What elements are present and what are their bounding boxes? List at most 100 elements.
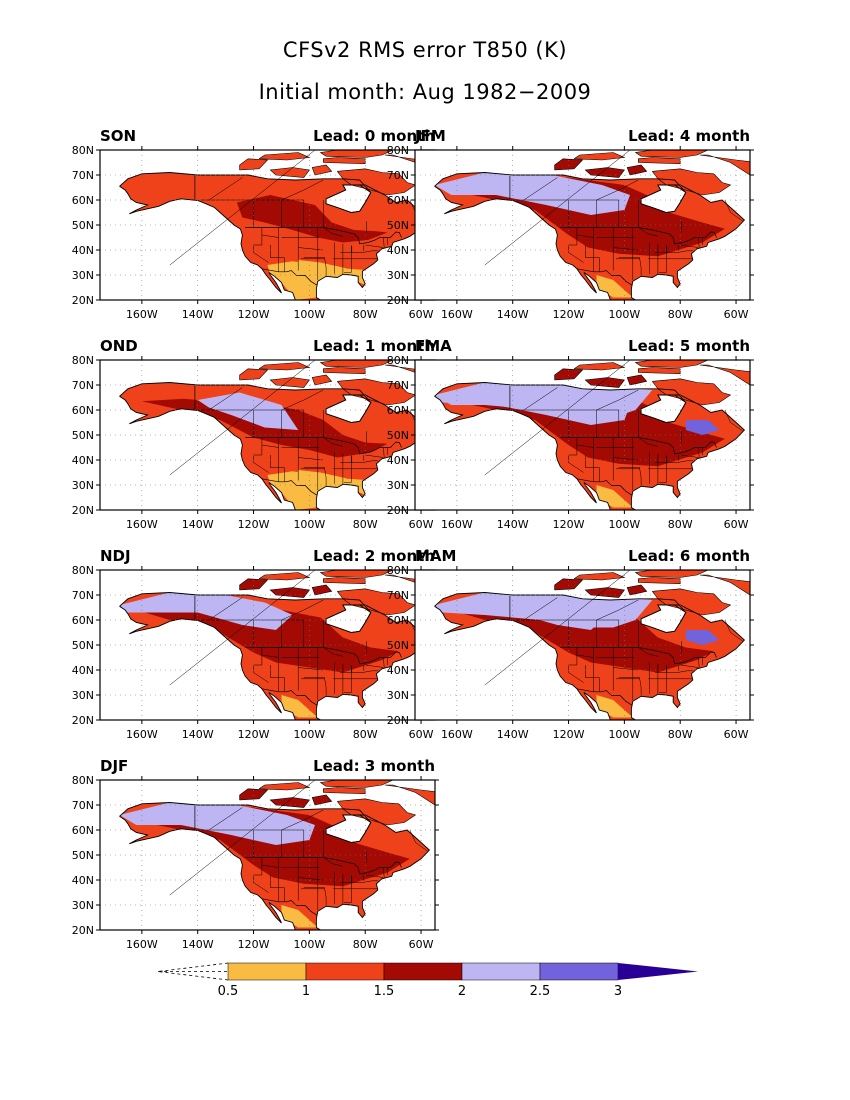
colorbar-swatch <box>305 962 385 981</box>
lat-label: 30N <box>72 479 94 492</box>
lead-label: Lead: 3 month <box>313 757 435 775</box>
colorbar-label: 1 <box>302 984 310 999</box>
province-boundary <box>523 387 558 411</box>
colorbar-label: 0.5 <box>218 984 239 999</box>
lead-label: Lead: 0 month <box>313 127 435 145</box>
lat-label: 20N <box>72 504 94 517</box>
lon-label: 160W <box>126 518 158 531</box>
province-boundary <box>596 389 639 411</box>
island-outline <box>319 780 394 788</box>
state-boundary <box>613 457 638 461</box>
figure-subtitle: Initial month: Aug 1982−2009 <box>258 80 592 104</box>
island-outline <box>258 782 311 791</box>
arctic-island <box>337 378 416 405</box>
lon-label: 120W <box>238 518 270 531</box>
lat-label: 60N <box>72 404 94 417</box>
lat-label: 60N <box>72 614 94 627</box>
arctic-island <box>312 375 332 385</box>
state-boundary <box>613 247 638 251</box>
state-boundary <box>646 233 658 237</box>
island-outline <box>634 570 709 578</box>
colorbar-swatch <box>539 962 619 981</box>
us-canada-border <box>560 437 717 455</box>
state-boundary <box>383 447 385 458</box>
arctic-island <box>635 570 709 578</box>
arctic-island <box>574 572 625 580</box>
lat-label: 20N <box>387 714 409 727</box>
lon-label: 140W <box>182 938 214 951</box>
arctic-island <box>323 157 366 164</box>
hudson-bay <box>326 395 371 423</box>
lon-label: 100W <box>608 728 640 741</box>
map-panel-ndj: NDJ Lead: 2 month 80N 70N 60N 50N 40N 30N 20N 160… <box>65 547 439 742</box>
season-label: JFM <box>414 127 446 145</box>
arctic-island <box>259 152 310 160</box>
lead-label: Lead: 6 month <box>628 547 750 565</box>
lon-label: 160W <box>126 938 158 951</box>
error-field-2.5-3 <box>685 630 720 645</box>
arctic-island <box>638 157 681 164</box>
arctic-island <box>320 570 394 578</box>
colorbar: 0.5 1 1.5 2 2.5 3 <box>150 955 710 1009</box>
lat-label: 30N <box>72 689 94 702</box>
colorbar-label: 2 <box>458 984 466 999</box>
island-outline <box>554 578 584 591</box>
province-boundary <box>281 179 324 201</box>
state-boundary <box>261 234 279 238</box>
province-boundary <box>724 199 744 222</box>
lat-label: 80N <box>72 564 94 577</box>
us-canada-border <box>245 647 402 665</box>
state-boundary <box>585 455 600 482</box>
us-mexico-border <box>576 268 633 286</box>
colorbar-swatch <box>461 962 541 981</box>
lat-label: 70N <box>387 169 409 182</box>
state-boundary <box>298 877 323 881</box>
island-outline <box>699 574 750 596</box>
hudson-coast <box>325 184 372 213</box>
island-outline <box>584 587 625 598</box>
lat-label: 70N <box>72 169 94 182</box>
arctic-island <box>627 375 647 385</box>
island-outline <box>258 362 311 371</box>
province-boundary <box>281 389 324 411</box>
state-boundary <box>576 234 594 238</box>
lon-label: 100W <box>608 308 640 321</box>
state-boundary <box>324 857 332 864</box>
map-plot: 80N 70N 60N 50N 40N 30N 20N 160W 140W 120W 100W 80W… <box>387 144 754 321</box>
state-boundary <box>324 257 327 276</box>
state-boundary <box>324 647 332 654</box>
state-boundary <box>340 880 378 883</box>
lat-label: 50N <box>72 849 94 862</box>
lat-label: 70N <box>387 379 409 392</box>
state-boundary <box>680 664 699 668</box>
island-outline <box>239 158 269 171</box>
colorbar-swatch <box>227 962 307 981</box>
island-outline <box>269 377 310 388</box>
state-boundary <box>639 437 647 444</box>
state-boundary <box>383 867 385 878</box>
us-canada-border <box>245 437 402 455</box>
state-boundary <box>324 677 327 696</box>
arctic-island <box>652 588 731 615</box>
state-boundary <box>270 245 285 272</box>
island-outline <box>239 788 269 801</box>
state-boundary <box>331 863 343 867</box>
hudson-bay <box>326 605 371 633</box>
colorbar-label: 3 <box>614 984 622 999</box>
map-panel-svg: OND Lead: 1 month80N70N60N50N40N30N20N160… <box>72 337 439 531</box>
map-panel-svg: DJF Lead: 3 month 80N 70N 60N 50N 40N 30N 20N 160… <box>72 757 439 951</box>
lon-label: 120W <box>238 728 270 741</box>
map-plot: 80N 70N 60N 50N 40N 30N 20N 160W 140W 120W 100W 80W… <box>387 564 754 741</box>
state-boundary <box>639 677 642 696</box>
arctic-island <box>320 780 394 788</box>
state-boundary <box>324 467 327 486</box>
lat-label: 40N <box>387 244 409 257</box>
us-canada-border <box>560 227 717 245</box>
state-boundary <box>646 653 658 657</box>
island-outline <box>337 588 417 616</box>
great-circle-line <box>169 360 316 476</box>
lon-label: 60W <box>409 938 434 951</box>
map-panel-djf: DJF Lead: 3 month 80N 70N 60N 50N 40N 30N 20N 160… <box>65 757 439 952</box>
arctic-island <box>337 588 416 615</box>
map-plot: 80N 70N 60N 50N 40N 30N 20N 160W 140W 120W 100W 80W… <box>72 774 439 951</box>
